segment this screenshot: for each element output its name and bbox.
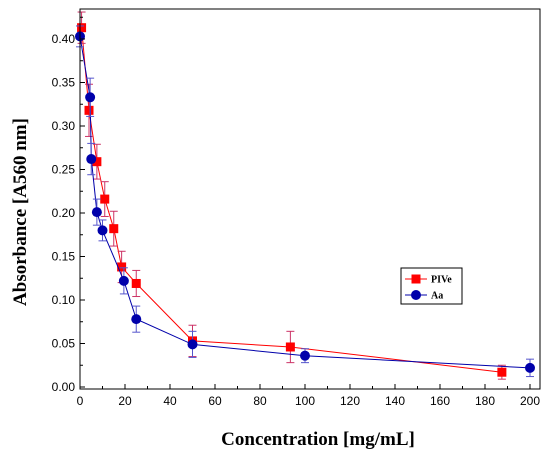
data-point <box>131 278 141 288</box>
y-axis-title: Absorbance [A560 nm] <box>10 118 31 306</box>
data-point <box>100 194 110 204</box>
legend-box <box>400 267 463 305</box>
data-point <box>97 225 108 236</box>
series-aa <box>75 25 535 378</box>
legend-label: Aa <box>431 291 443 302</box>
data-point <box>497 367 507 377</box>
y-axis-ticks: 0.00 0.05 0.10 0.15 0.20 0.25 0.30 0.35 0.40 <box>52 16 85 394</box>
data-point <box>117 262 127 272</box>
series-pive <box>77 11 507 380</box>
y-tick-label: 0.00 <box>52 380 76 394</box>
x-tick-label: 100 <box>295 394 315 408</box>
y-tick-label: 0.05 <box>52 337 76 351</box>
data-point <box>118 275 129 286</box>
y-tick-label: 0.35 <box>52 76 76 90</box>
y-tick-label: 0.20 <box>52 206 76 220</box>
y-tick-label: 0.40 <box>52 32 76 46</box>
y-tick-label: 0.30 <box>52 119 76 133</box>
legend-marker <box>411 274 421 284</box>
x-tick-label: 120 <box>340 394 360 408</box>
x-tick-label: 80 <box>253 394 267 408</box>
data-point <box>109 224 119 234</box>
y-tick-label: 0.15 <box>52 250 76 264</box>
data-point <box>525 362 535 373</box>
x-tick-label: 160 <box>430 394 450 408</box>
x-tick-label: 40 <box>163 394 177 408</box>
data-point <box>285 342 295 352</box>
series-line <box>79 36 531 369</box>
y-tick-label: 0.25 <box>52 163 76 177</box>
data-point <box>91 207 102 218</box>
data-point <box>85 92 96 103</box>
x-tick-label: 180 <box>475 394 495 408</box>
y-tick-label: 0.10 <box>52 293 76 307</box>
data-point <box>92 157 102 167</box>
x-tick-label: 0 <box>77 394 84 408</box>
data-point <box>86 154 97 165</box>
x-axis-title: Concentration [mg/mL] <box>221 429 415 450</box>
legend-label: PIVe <box>431 275 452 286</box>
legend-marker <box>411 290 421 300</box>
data-point <box>77 23 87 33</box>
x-tick-label: 200 <box>520 394 540 408</box>
series-line <box>81 27 502 373</box>
x-tick-label: 60 <box>208 394 222 408</box>
data-point <box>187 339 198 350</box>
x-tick-label: 140 <box>385 394 405 408</box>
data-point <box>84 105 94 115</box>
x-tick-label: 20 <box>118 394 132 408</box>
data-point <box>300 350 310 361</box>
data-point <box>131 314 142 325</box>
x-axis-ticks: 0 20 40 60 80 100 120 140 160 180 200 <box>77 384 540 408</box>
plot-frame <box>79 8 541 390</box>
plot-area <box>75 11 535 380</box>
legend: PIVe Aa <box>400 267 463 305</box>
